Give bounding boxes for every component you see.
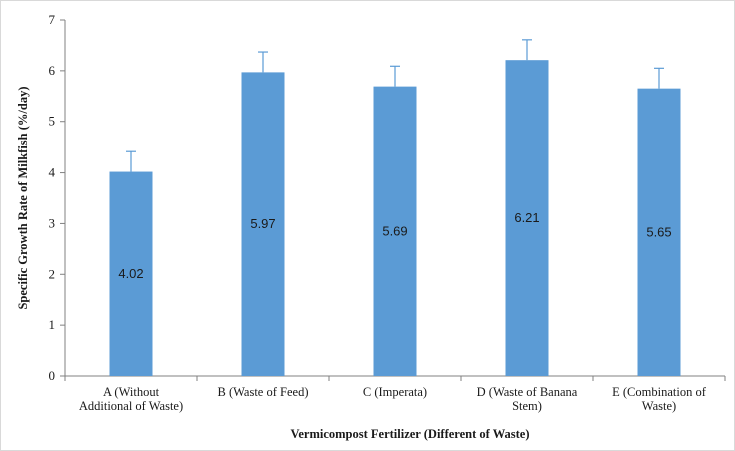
x-axis-title: Vermicompost Fertilizer (Different of Wa… xyxy=(290,427,529,441)
bar xyxy=(241,72,285,376)
y-tick-label: 4 xyxy=(49,165,56,180)
bar xyxy=(505,60,549,376)
data-label: 5.65 xyxy=(646,224,671,239)
bar xyxy=(109,171,153,376)
bar xyxy=(373,86,417,376)
x-tick-label: Additional of Waste) xyxy=(79,399,183,413)
data-label: 6.21 xyxy=(514,210,539,225)
x-tick-label: A (Without xyxy=(103,385,160,399)
x-tick-label: D (Waste of Banana xyxy=(477,385,578,399)
y-tick-label: 7 xyxy=(49,12,56,27)
y-tick-label: 3 xyxy=(49,215,56,230)
x-tick-label: E (Combination of xyxy=(612,385,707,399)
data-label: 5.69 xyxy=(382,223,407,238)
y-axis-title: Specific Growth Rate of Milkfish (%/day) xyxy=(16,86,30,309)
y-tick-label: 1 xyxy=(49,317,56,332)
bar xyxy=(637,88,681,377)
x-tick-label: Stem) xyxy=(512,399,542,413)
x-tick-label: C (Imperata) xyxy=(363,385,427,399)
data-label: 4.02 xyxy=(118,266,143,281)
y-tick-label: 0 xyxy=(49,368,56,383)
y-tick-label: 2 xyxy=(49,266,56,281)
data-label: 5.97 xyxy=(250,216,275,231)
bars xyxy=(109,39,681,377)
y-tick-label: 6 xyxy=(49,63,56,78)
x-tick-label: Waste) xyxy=(642,399,676,413)
x-tick-label: B (Waste of Feed) xyxy=(218,385,309,399)
y-tick-label: 5 xyxy=(49,114,56,129)
